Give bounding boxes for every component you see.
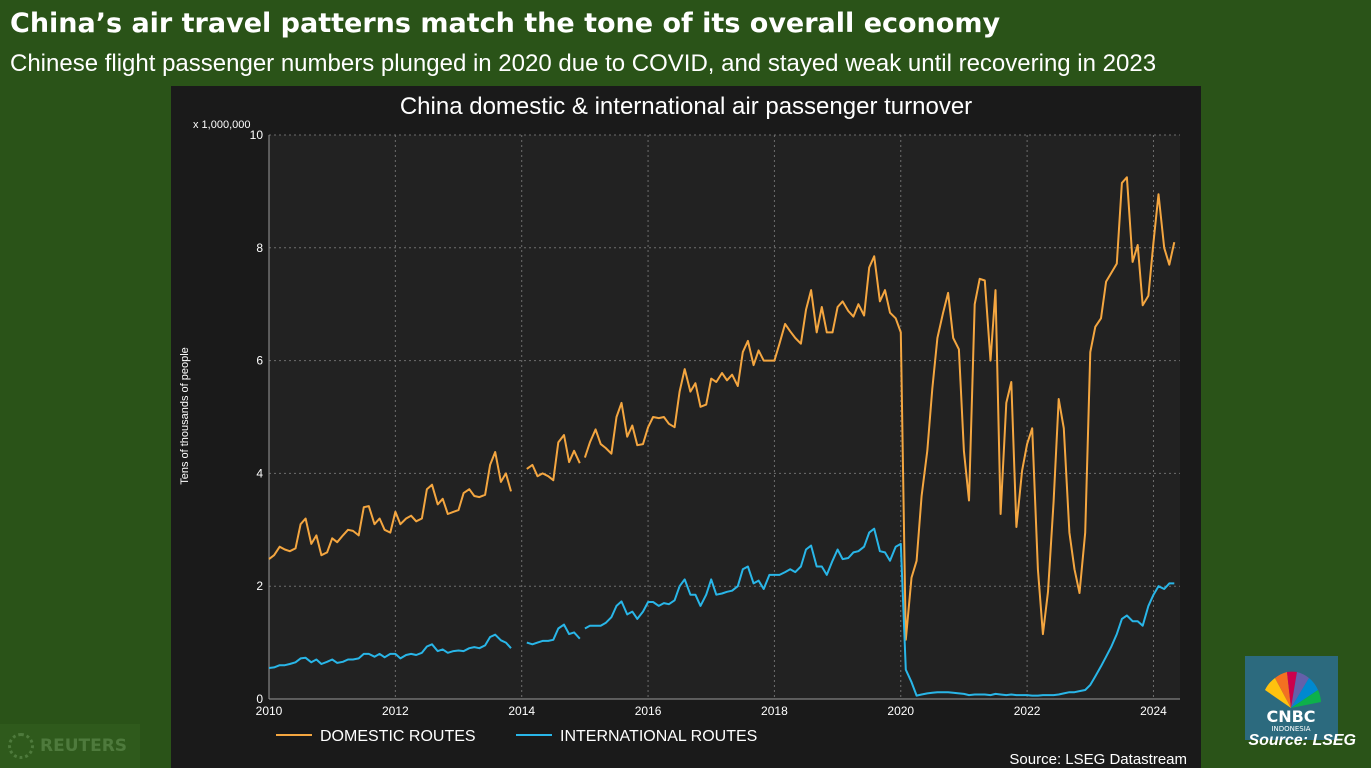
y-tick-label: 4 [256, 466, 263, 480]
source-note: Source: LSEG [1248, 732, 1356, 749]
series-line-international [584, 527, 1175, 697]
y-tick-label: 10 [250, 128, 264, 142]
grid-lines [268, 134, 1180, 700]
slide-subtitle: Chinese flight passenger numbers plunged… [10, 50, 1157, 77]
legend-label-domestic: DOMESTIC ROUTES [320, 728, 476, 745]
y-tick-label: 6 [256, 354, 263, 368]
x-tick-label: 2020 [887, 704, 914, 718]
series-line-domestic [526, 434, 581, 482]
x-tick-label: 2016 [635, 704, 662, 718]
x-axis-ticks: 2010 2012 2014 2016 2018 2020 2022 2024 [256, 704, 1167, 718]
chart-title: China domestic & international air passe… [400, 93, 972, 120]
reuters-wordmark: REUTERS [40, 736, 128, 756]
cnbc-subtext: INDONESIA [1271, 725, 1310, 733]
chart-legend: DOMESTIC ROUTES INTERNATIONAL ROUTES [276, 728, 757, 745]
cnbc-logo: CNBC INDONESIA [1245, 656, 1338, 740]
x-tick-label: 2018 [761, 704, 788, 718]
slide-title: China’s air travel patterns match the to… [10, 8, 1001, 39]
cnbc-wordmark: CNBC [1266, 707, 1315, 726]
x-tick-label: 2022 [1014, 704, 1041, 718]
series-lines [268, 176, 1176, 697]
series-line-domestic [583, 176, 1176, 641]
y-multiplier-label: x 1,000,000 [193, 119, 251, 131]
x-tick-label: 2010 [256, 704, 283, 718]
y-tick-label: 0 [256, 692, 263, 706]
y-tick-label: 2 [256, 579, 263, 593]
chart-panel: China domestic & international air passe… [171, 86, 1201, 768]
peacock-icon: CNBC INDONESIA [1265, 671, 1321, 733]
x-tick-label: 2014 [508, 704, 535, 718]
reuters-watermark: REUTERS [0, 724, 140, 768]
y-tick-label: 8 [256, 241, 263, 255]
legend-label-international: INTERNATIONAL ROUTES [560, 728, 757, 745]
chart-source: Source: LSEG Datastream [1009, 751, 1187, 768]
x-tick-label: 2012 [382, 704, 409, 718]
series-line-international [268, 633, 512, 669]
series-line-domestic [268, 451, 512, 560]
line-chart: China domestic & international air passe… [179, 93, 1187, 768]
x-tick-label: 2024 [1140, 704, 1167, 718]
reuters-icon [8, 733, 34, 759]
y-axis-label: Tens of thousands of people [179, 347, 191, 485]
plot-area [269, 135, 1180, 699]
y-axis-ticks: 0 2 4 6 8 10 [250, 128, 264, 706]
series-line-international [526, 623, 581, 646]
